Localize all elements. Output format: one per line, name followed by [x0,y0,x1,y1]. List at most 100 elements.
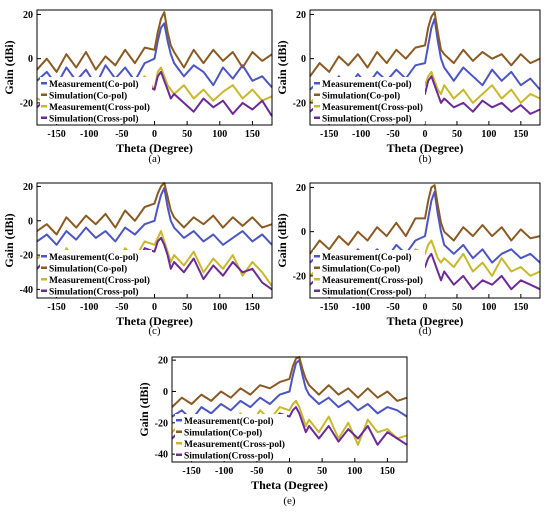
chart-e-y-tick-label: -20 [155,418,168,429]
chart-b-legend-label-simulation-co-pol: Simulation(Co-pol) [322,90,400,101]
chart-b-y-axis-label: Gain (dBi) [275,40,289,94]
chart-d-x-tick-label: -50 [386,302,399,313]
chart-c-x-tick-label: -50 [115,302,128,313]
chart-a-x-tick-label: 50 [182,129,192,140]
chart-b-series-simulation-co-pol [309,11,541,77]
chart-b-x-tick-label: 0 [423,129,428,140]
chart-e-x-tick-label: 0 [287,466,292,477]
chart-e-x-tick-label: 150 [380,466,395,477]
chart-b-x-tick-label: -50 [386,129,399,140]
chart-e-x-axis-label: Theta (Degree) [251,478,328,492]
chart-a-x-tick-label: -150 [47,129,65,140]
chart-e-y-tick-label: 0 [163,387,168,398]
chart-e-y-tick-label: 20 [158,356,168,367]
chart-a-y-tick-label: -20 [20,98,33,109]
chart-b-x-axis-label: Theta (Degree) [387,141,464,155]
chart-d-x-tick-label: 0 [423,302,428,313]
chart-c-legend-label-simulation-cross-pol: Simulation(Cross-pol) [49,286,139,297]
chart-b-x-tick-label: -150 [320,129,338,140]
chart-d-x-tick-label: 100 [481,302,496,313]
chart-a-x-tick-label: 150 [245,129,260,140]
chart-b-legend: Measurement(Co-pol)Simulation(Co-pol)Mea… [313,77,425,124]
chart-c-x-tick-label: 150 [245,302,260,313]
chart-c-y-tick-label: 20 [23,182,33,193]
chart-e-x-tick-label: -50 [250,466,263,477]
chart-c-y-tick-label: -20 [20,251,33,262]
chart-c-x-tick-label: -150 [47,302,65,313]
chart-a-x-tick-label: -100 [80,129,98,140]
chart-a-legend-label-simulation-cross-pol: Simulation(Cross-pol) [49,113,139,124]
chart-d-legend: Measurement(Co-pol)Simulation(Co-pol)Mea… [313,250,425,297]
chart-c-legend-box [40,250,152,297]
chart-b-x-tick-label: 50 [452,129,462,140]
chart-d-y-tick-label: 0 [301,227,306,238]
chart-d-legend-label-measurement-co-pol: Measurement(Co-pol) [322,252,412,263]
chart-a-caption: (a) [148,153,161,165]
chart-e-series-measurement-co-pol [171,359,408,421]
chart-b-x-tick-label: 150 [513,129,528,140]
chart-e-x-tick-label: -100 [215,466,233,477]
chart-d-y-tick-label: -20 [293,271,306,282]
chart-c-y-axis-label: Gain (dBi) [2,213,16,267]
chart-e-y-axis-label: Gain (dBi) [137,382,151,436]
chart-d-series-simulation-co-pol [309,184,541,255]
chart-d-caption: (d) [419,325,432,337]
chart-a-series-measurement-co-pol [36,22,273,89]
chart-b-x-tick-label: 100 [481,129,496,140]
chart-c-x-tick-label: 100 [212,302,227,313]
chart-b-y-tick-label: 20 [296,10,306,21]
chart-d-legend-label-simulation-cross-pol: Simulation(Cross-pol) [322,286,412,297]
chart-b-y-tick-label: 0 [301,54,306,65]
chart-d-x-tick-label: -100 [352,302,370,313]
chart-d-x-tick-label: -150 [320,302,338,313]
chart-e-legend-label-measurement-co-pol: Measurement(Co-pol) [184,416,274,427]
chart-b-legend-box [313,77,425,124]
chart-d-legend-label-measurement-cross-pol: Measurement(Cross-pol) [322,275,423,286]
chart-c-series-simulation-co-pol [36,182,273,236]
chart-c-y-tick-label: 0 [28,216,33,227]
chart-c-x-tick-label: 0 [152,302,157,313]
chart-c-x-tick-label: -100 [80,302,98,313]
chart-a-y-tick-label: 0 [28,54,33,65]
chart-c-legend-label-measurement-cross-pol: Measurement(Cross-pol) [49,275,150,286]
chart-b-y-tick-label: -20 [293,98,306,109]
chart-c-y-tick-label: -40 [20,285,33,296]
chart-e-legend-label-measurement-cross-pol: Measurement(Cross-pol) [184,439,285,450]
chart-e-y-tick-label: -40 [155,450,168,461]
chart-c-x-axis-label: Theta (Degree) [116,314,193,328]
chart-a-legend: Measurement(Co-pol)Simulation(Co-pol)Mea… [40,77,152,124]
chart-e-legend-box [175,414,287,461]
chart-d-y-axis-label: Gain (dBi) [275,213,289,267]
chart-a-x-tick-label: 100 [212,129,227,140]
chart-b-legend-label-measurement-cross-pol: Measurement(Cross-pol) [322,102,423,113]
chart-a-legend-box [40,77,152,124]
chart-c-series-measurement-co-pol [36,187,273,246]
chart-a-series-simulation-co-pol [36,11,273,73]
chart-d-x-tick-label: 50 [452,302,462,313]
chart-a-legend-label-simulation-co-pol: Simulation(Co-pol) [49,90,127,101]
chart-a-y-tick-label: 20 [23,10,33,21]
chart-e-legend-label-simulation-cross-pol: Simulation(Cross-pol) [184,450,274,461]
chart-a-legend-label-measurement-co-pol: Measurement(Co-pol) [49,79,139,90]
chart-e-caption: (e) [283,495,296,507]
chart-b-x-tick-label: -100 [352,129,370,140]
chart-e-x-tick-label: 50 [317,466,327,477]
chart-c-legend-label-measurement-co-pol: Measurement(Co-pol) [49,252,139,263]
chart-e-legend: Measurement(Co-pol)Simulation(Co-pol)Mea… [175,414,287,461]
chart-e-x-tick-label: -150 [182,466,200,477]
chart-d-legend-box [313,250,425,297]
chart-a-y-axis-label: Gain (dBi) [2,40,16,94]
chart-d-legend-label-simulation-co-pol: Simulation(Co-pol) [322,263,400,274]
chart-b-legend-label-measurement-co-pol: Measurement(Co-pol) [322,79,412,90]
chart-a-legend-label-measurement-cross-pol: Measurement(Cross-pol) [49,102,150,113]
chart-b-caption: (b) [419,153,432,165]
chart-d-x-tick-label: 150 [513,302,528,313]
chart-e-series-simulation-co-pol [171,356,408,408]
chart-c-caption: (c) [148,325,161,337]
